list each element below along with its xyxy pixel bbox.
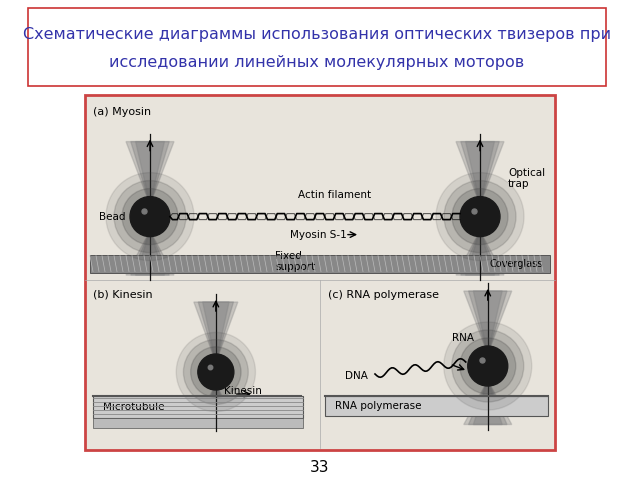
Polygon shape: [194, 390, 238, 426]
Text: 33: 33: [310, 460, 330, 476]
Bar: [93, 396, 303, 418]
Polygon shape: [468, 291, 507, 346]
Polygon shape: [203, 390, 229, 426]
Bar: [90, 254, 550, 273]
Circle shape: [106, 173, 194, 261]
Polygon shape: [461, 237, 499, 275]
Polygon shape: [468, 386, 507, 424]
Circle shape: [130, 197, 170, 237]
Text: исследовании линейных молекулярных моторов: исследовании линейных молекулярных мотор…: [109, 55, 525, 70]
Circle shape: [460, 197, 500, 237]
Polygon shape: [136, 142, 164, 197]
Text: (b) Kinesin: (b) Kinesin: [93, 289, 152, 300]
Polygon shape: [131, 142, 169, 197]
Text: (c) RNA polymerase: (c) RNA polymerase: [328, 289, 439, 300]
Text: Kinesin: Kinesin: [224, 386, 262, 396]
Bar: [325, 396, 548, 416]
Text: RNA polymerase: RNA polymerase: [335, 401, 422, 411]
Circle shape: [460, 338, 516, 394]
Text: Actin filament: Actin filament: [298, 190, 372, 200]
Text: DNA: DNA: [345, 371, 368, 381]
Polygon shape: [456, 142, 504, 197]
Text: (a) Myosin: (a) Myosin: [93, 107, 151, 117]
FancyBboxPatch shape: [28, 8, 606, 86]
Bar: [93, 418, 303, 428]
Text: Схематические диаграммы использования оптических твизеров при: Схематические диаграммы использования оп…: [23, 27, 611, 43]
Polygon shape: [456, 237, 504, 275]
Circle shape: [452, 189, 508, 245]
Polygon shape: [466, 142, 494, 197]
Polygon shape: [136, 237, 164, 275]
Circle shape: [436, 173, 524, 261]
Text: Bead: Bead: [99, 212, 125, 222]
Polygon shape: [203, 302, 229, 354]
Polygon shape: [474, 386, 502, 424]
Circle shape: [176, 332, 255, 411]
Polygon shape: [464, 386, 512, 424]
Circle shape: [122, 189, 178, 245]
Text: Fixed
support: Fixed support: [275, 251, 316, 272]
Polygon shape: [131, 237, 169, 275]
Polygon shape: [474, 291, 502, 346]
Polygon shape: [198, 390, 234, 426]
Polygon shape: [464, 291, 512, 346]
Circle shape: [184, 340, 248, 404]
Text: Coverglass: Coverglass: [490, 259, 543, 269]
Text: Optical
trap: Optical trap: [508, 168, 545, 190]
Polygon shape: [466, 237, 494, 275]
Circle shape: [114, 180, 186, 252]
Polygon shape: [126, 142, 174, 197]
Text: Microtubule: Microtubule: [103, 402, 164, 412]
Polygon shape: [461, 142, 499, 197]
Circle shape: [444, 180, 516, 252]
Polygon shape: [194, 302, 238, 354]
Circle shape: [444, 322, 532, 410]
Circle shape: [191, 347, 241, 397]
Circle shape: [198, 354, 234, 390]
Circle shape: [452, 330, 524, 402]
Text: RNA: RNA: [452, 333, 474, 343]
Polygon shape: [198, 302, 234, 354]
Circle shape: [468, 346, 508, 386]
Text: Myosin S-1: Myosin S-1: [290, 229, 347, 240]
Polygon shape: [126, 237, 174, 275]
Bar: [85, 95, 555, 450]
